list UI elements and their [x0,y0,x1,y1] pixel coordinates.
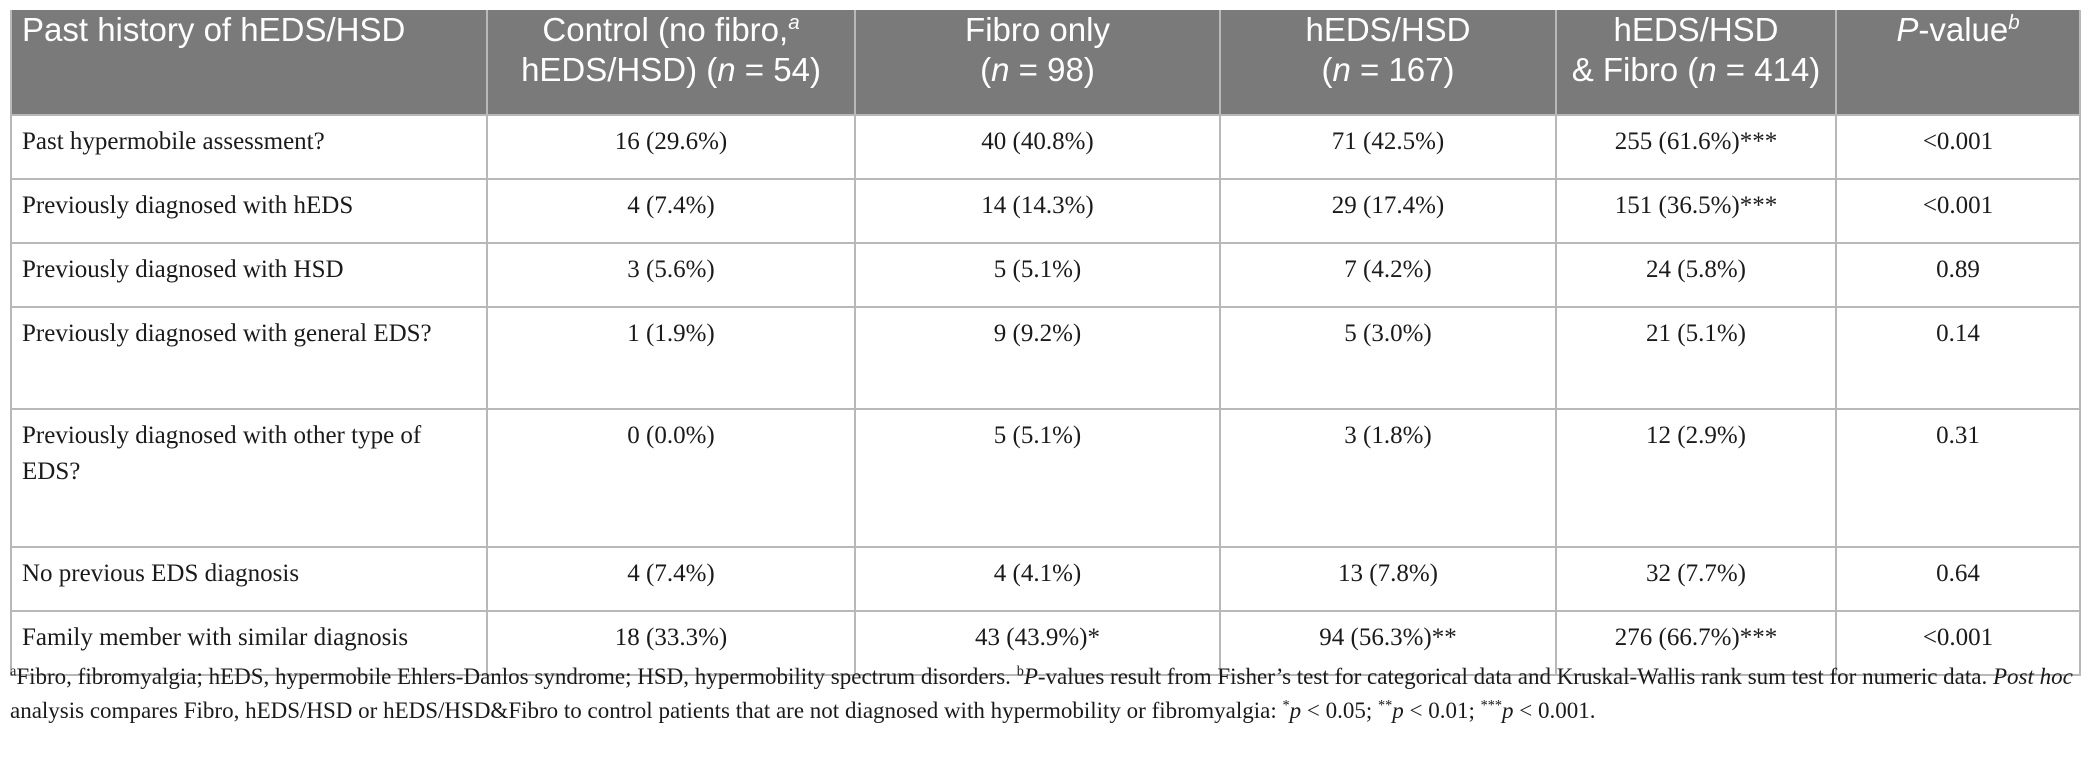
row-label: Previously diagnosed with general EDS? [10,306,488,410]
cell-heds-hsd: 3 (1.8%) [1219,408,1557,548]
cell-heds-hsd-fibro: 21 (5.1%) [1555,306,1837,410]
table-row: Past hypermobile assessment? 16 (29.6%) … [10,114,2081,180]
cell-control: 1 (1.9%) [486,306,856,410]
cell-control: 3 (5.6%) [486,242,856,308]
cell-heds-hsd: 13 (7.8%) [1219,546,1557,612]
cell-p-value: <0.001 [1835,178,2081,244]
cell-control: 4 (7.4%) [486,546,856,612]
table-row: Family member with similar diagnosis 18 … [10,610,2081,676]
cell-heds-hsd: 71 (42.5%) [1219,114,1557,180]
row-label: No previous EDS diagnosis [10,546,488,612]
cell-fibro-only: 40 (40.8%) [854,114,1221,180]
header-fibro-only: Fibro only (n = 98) [854,10,1221,116]
cell-p-value: 0.64 [1835,546,2081,612]
cell-p-value: 0.89 [1835,242,2081,308]
header-row: Past history of hEDS/HSD Control (no fib… [10,10,2081,116]
cell-p-value: 0.31 [1835,408,2081,548]
table-row: Previously diagnosed with general EDS? 1… [10,306,2081,410]
results-table: Past history of hEDS/HSD Control (no fib… [10,10,2081,676]
cell-fibro-only: 14 (14.3%) [854,178,1221,244]
table-footnote: aFibro, fibromyalgia; hEDS, hypermobile … [10,663,2073,723]
cell-control: 18 (33.3%) [486,610,856,676]
cell-fibro-only: 43 (43.9%)* [854,610,1221,676]
cell-heds-hsd: 5 (3.0%) [1219,306,1557,410]
table-row: Previously diagnosed with hEDS 4 (7.4%) … [10,178,2081,244]
row-label: Past hypermobile assessment? [10,114,488,180]
header-p-value: P-valueb [1835,10,2081,116]
cell-heds-hsd-fibro: 12 (2.9%) [1555,408,1837,548]
cell-heds-hsd-fibro: 255 (61.6%)*** [1555,114,1837,180]
cell-fibro-only: 9 (9.2%) [854,306,1221,410]
cell-control: 4 (7.4%) [486,178,856,244]
cell-heds-hsd: 94 (56.3%)** [1219,610,1557,676]
cell-heds-hsd-fibro: 276 (66.7%)*** [1555,610,1837,676]
cell-p-value: <0.001 [1835,610,2081,676]
header-control: Control (no fibro,a hEDS/HSD) (n = 54) [486,10,856,116]
cell-heds-hsd-fibro: 32 (7.7%) [1555,546,1837,612]
table-row: Previously diagnosed with other type of … [10,408,2081,548]
cell-fibro-only: 5 (5.1%) [854,242,1221,308]
row-label: Previously diagnosed with hEDS [10,178,488,244]
header-heds-hsd: hEDS/HSD (n = 167) [1219,10,1557,116]
table-row: Previously diagnosed with HSD 3 (5.6%) 5… [10,242,2081,308]
cell-heds-hsd-fibro: 151 (36.5%)*** [1555,178,1837,244]
cell-heds-hsd: 29 (17.4%) [1219,178,1557,244]
table-row: No previous EDS diagnosis 4 (7.4%) 4 (4.… [10,546,2081,612]
cell-fibro-only: 4 (4.1%) [854,546,1221,612]
header-history: Past history of hEDS/HSD [10,10,488,116]
cell-heds-hsd-fibro: 24 (5.8%) [1555,242,1837,308]
cell-control: 0 (0.0%) [486,408,856,548]
row-label: Previously diagnosed with HSD [10,242,488,308]
cell-p-value: <0.001 [1835,114,2081,180]
row-label: Previously diagnosed with other type of … [10,408,488,548]
cell-heds-hsd: 7 (4.2%) [1219,242,1557,308]
header-heds-hsd-fibro: hEDS/HSD & Fibro (n = 414) [1555,10,1837,116]
cell-control: 16 (29.6%) [486,114,856,180]
cell-fibro-only: 5 (5.1%) [854,408,1221,548]
row-label: Family member with similar diagnosis [10,610,488,676]
cell-p-value: 0.14 [1835,306,2081,410]
